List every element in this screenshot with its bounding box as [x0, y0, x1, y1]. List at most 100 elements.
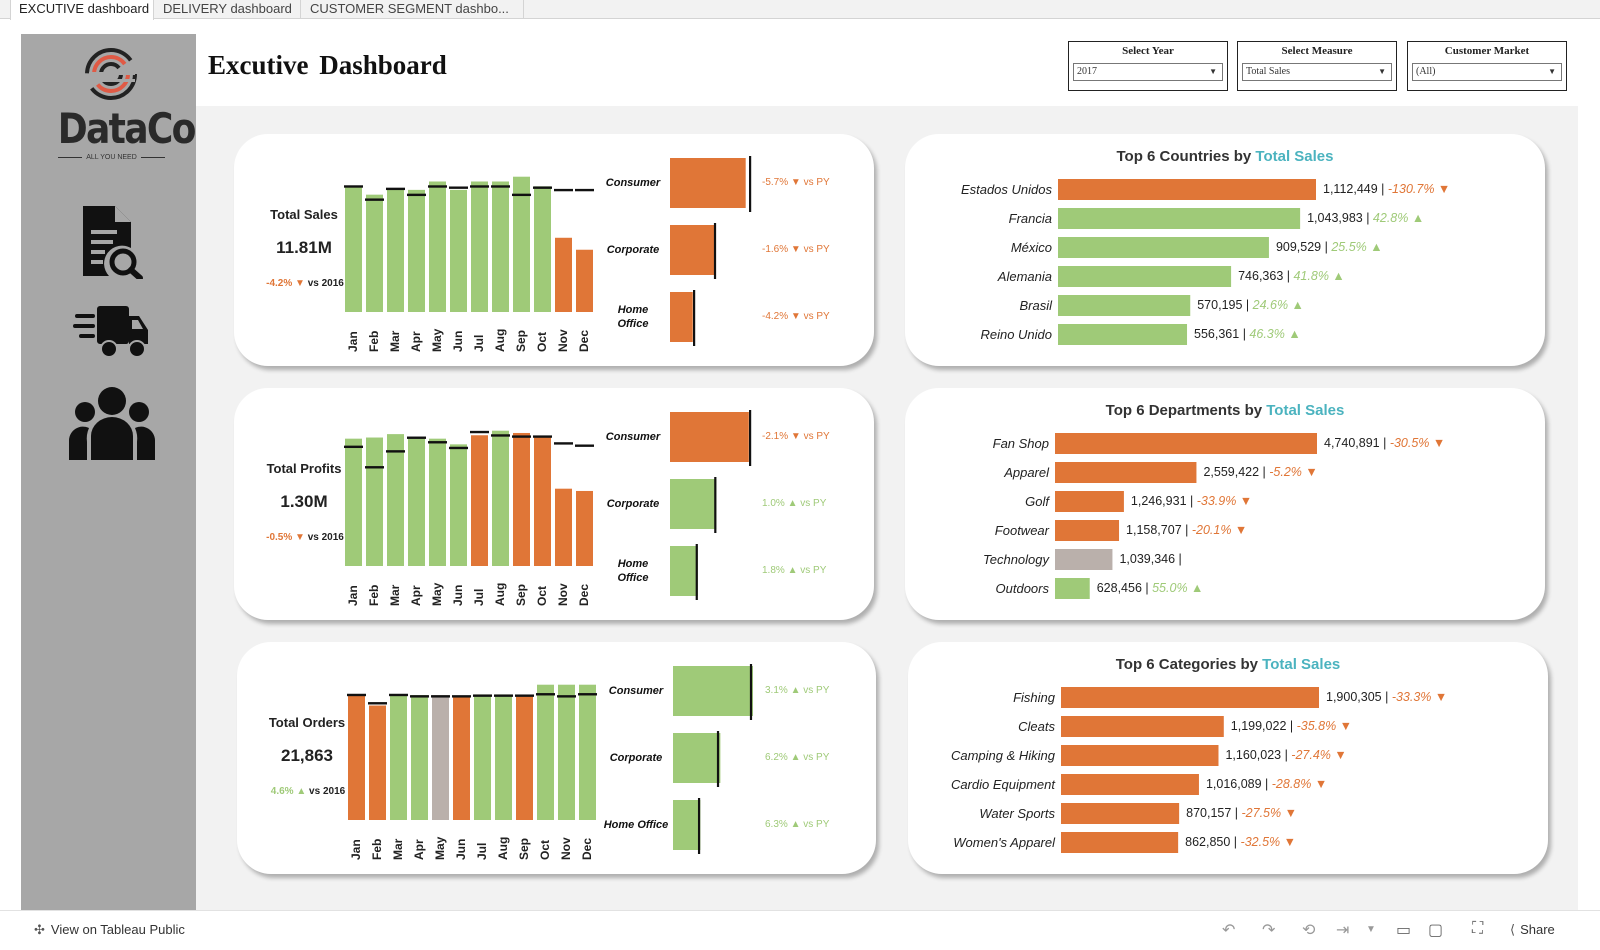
month-bar[interactable] — [429, 438, 446, 566]
month-bar[interactable] — [576, 490, 593, 566]
undo-icon[interactable]: ↶ — [1222, 922, 1236, 939]
select-measure-dropdown[interactable]: Total Sales ▼ — [1242, 63, 1392, 81]
month-bar[interactable] — [513, 176, 530, 312]
month-bar[interactable] — [471, 181, 488, 312]
segment-bar[interactable] — [673, 666, 753, 716]
filter-customer-market: Customer Market (All) ▼ — [1407, 41, 1567, 91]
segment-bar[interactable] — [670, 225, 715, 275]
month-bar[interactable] — [471, 435, 488, 566]
month-bar[interactable] — [513, 432, 530, 566]
ranking-bar[interactable] — [1061, 774, 1199, 795]
month-bar[interactable] — [579, 684, 596, 820]
ranking-bar[interactable] — [1058, 208, 1301, 229]
ranking-bar[interactable] — [1058, 237, 1269, 258]
ranking-bar[interactable] — [1061, 687, 1319, 708]
ranking-bar[interactable] — [1058, 266, 1232, 287]
ranking-bar[interactable] — [1055, 578, 1090, 599]
revert-icon[interactable]: ⟲ — [1302, 922, 1316, 939]
month-label: Jul — [475, 842, 489, 860]
month-bar[interactable] — [492, 430, 509, 566]
month-bar[interactable] — [537, 684, 554, 820]
segment-bar[interactable] — [670, 292, 693, 342]
ranking-bar-chart — [1061, 687, 1319, 853]
segment-bar[interactable] — [673, 733, 721, 783]
segment-bar[interactable] — [670, 546, 698, 596]
ranking-bar[interactable] — [1055, 433, 1317, 454]
ranking-bar[interactable] — [1061, 803, 1180, 824]
month-label: Jan — [349, 839, 363, 860]
tab-executive-dashboard[interactable]: EXCUTIVE dashboard — [10, 0, 154, 20]
month-bar[interactable] — [534, 186, 551, 312]
month-bar[interactable] — [390, 694, 407, 820]
month-bar[interactable] — [555, 237, 572, 312]
segment-label: Home Office — [603, 819, 669, 831]
tab-delivery-dashboard[interactable]: DELIVERY dashboard — [155, 0, 301, 19]
segment-bar[interactable] — [670, 158, 746, 208]
segment-bar[interactable] — [670, 412, 749, 462]
ranking-value: 556,361 — [1194, 327, 1240, 341]
ranking-item-name: Camping & Hiking — [950, 748, 1055, 763]
month-bar[interactable] — [453, 697, 470, 820]
ranking-item-name: Francia — [1008, 211, 1052, 226]
kpi-change-pct: -4.2% — [266, 278, 293, 289]
month-bar[interactable] — [408, 438, 425, 566]
refresh-icon[interactable]: ⇥ — [1336, 922, 1350, 939]
month-bar[interactable] — [534, 437, 551, 566]
select-year-dropdown[interactable]: 2017 ▼ — [1073, 63, 1223, 81]
month-label: Nov — [556, 583, 570, 606]
view-on-tableau-link[interactable]: ✣ View on Tableau Public — [34, 922, 185, 937]
ranking-bar[interactable] — [1055, 549, 1113, 570]
segment-label: Corporate — [606, 498, 660, 510]
ranking-bar[interactable] — [1061, 716, 1224, 737]
month-bar[interactable] — [516, 695, 533, 820]
month-bar[interactable] — [450, 189, 467, 312]
fullscreen-icon[interactable]: ⛶ — [1472, 920, 1484, 937]
month-bar[interactable] — [345, 187, 362, 312]
present-icon[interactable]: ▭ — [1396, 922, 1412, 939]
month-bar[interactable] — [474, 694, 491, 820]
month-bar[interactable] — [366, 437, 383, 566]
month-bar[interactable] — [411, 695, 428, 820]
month-bar[interactable] — [369, 705, 386, 820]
report-search-icon[interactable] — [79, 204, 145, 279]
ranking-bar[interactable] — [1061, 832, 1179, 853]
segment-bar[interactable] — [673, 800, 701, 850]
comment-icon[interactable]: ▢ — [1428, 922, 1444, 939]
month-bar[interactable] — [432, 695, 449, 820]
ranking-bar[interactable] — [1058, 324, 1188, 345]
month-bar[interactable] — [366, 194, 383, 312]
month-bar[interactable] — [450, 444, 467, 566]
month-bar[interactable] — [408, 189, 425, 312]
month-bar[interactable] — [387, 434, 404, 566]
delivery-truck-icon[interactable] — [73, 304, 149, 359]
month-bar[interactable] — [348, 694, 365, 820]
month-bar[interactable] — [555, 488, 572, 566]
tab-customer-segment-dashboard[interactable]: CUSTOMER SEGMENT dashbo... — [302, 0, 524, 19]
segment-bar[interactable] — [670, 479, 717, 529]
segment-label: Consumer — [605, 177, 661, 189]
prior-year-marker — [578, 693, 597, 696]
month-bar[interactable] — [345, 438, 362, 566]
month-bar[interactable] — [492, 181, 509, 312]
ranking-bar[interactable] — [1058, 295, 1191, 316]
prior-year-marker — [407, 193, 426, 197]
segment-change: -5.7% ▼ vs PY — [762, 177, 852, 188]
redo-icon[interactable]: ↷ — [1262, 922, 1276, 939]
refresh-dropdown-icon[interactable]: ▼ — [1366, 924, 1376, 935]
segment-change-pct: -4.2% — [762, 311, 789, 322]
month-bar[interactable] — [558, 684, 575, 820]
customer-market-dropdown[interactable]: (All) ▼ — [1412, 63, 1562, 81]
month-bar[interactable] — [495, 694, 512, 820]
ranking-bar[interactable] — [1055, 491, 1124, 512]
ranking-bar[interactable] — [1058, 179, 1316, 200]
ranking-item-name: Golf — [1025, 494, 1049, 509]
month-bar[interactable] — [429, 181, 446, 312]
ranking-bar[interactable] — [1055, 462, 1197, 483]
month-bar[interactable] — [387, 188, 404, 312]
share-button[interactable]: ⟨ Share — [1510, 922, 1555, 937]
ranking-change-pct: 25.5% — [1331, 240, 1367, 254]
month-bar[interactable] — [576, 249, 593, 312]
ranking-bar[interactable] — [1061, 745, 1219, 766]
ranking-bar[interactable] — [1055, 520, 1120, 541]
customers-group-icon[interactable] — [69, 386, 155, 461]
